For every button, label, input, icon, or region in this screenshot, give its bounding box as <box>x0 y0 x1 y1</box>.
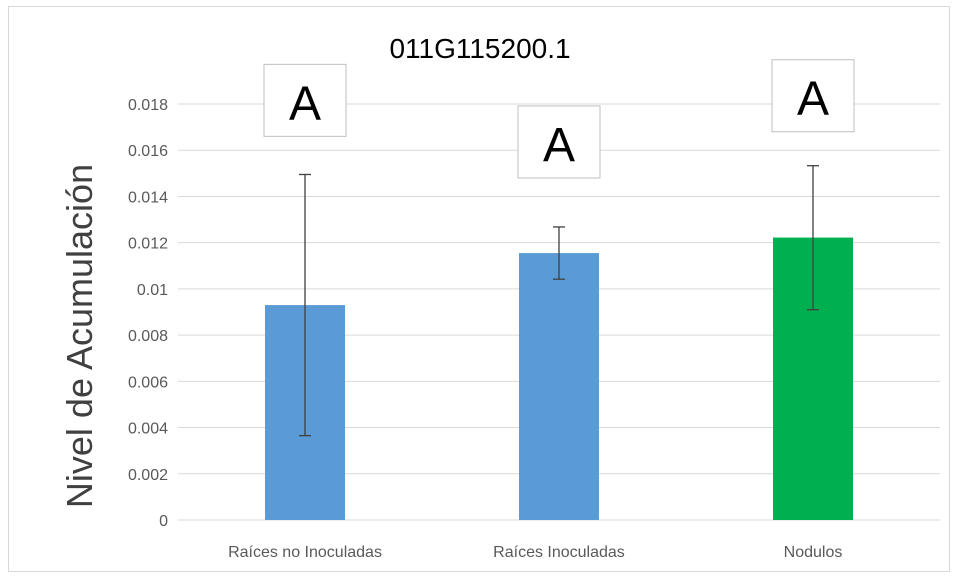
y-tick-label: 0.002 <box>128 467 168 484</box>
annotation-label: A <box>289 77 321 130</box>
y-tick-label: 0.016 <box>128 143 168 160</box>
x-axis-categories: Raíces no Inoculadas Raíces Inoculadas Nod… <box>228 544 842 561</box>
y-tick-label: 0.012 <box>128 236 168 253</box>
y-tick-label: 0.006 <box>128 374 168 391</box>
y-axis-ticks: 0 0.002 0.004 0.006 0.008 0.01 0.012 0.014 0.016… <box>128 97 168 530</box>
bars <box>265 237 853 521</box>
annotation-box <box>517 105 601 179</box>
bar <box>519 253 599 521</box>
x-category-label: Raíces Inoculadas <box>493 544 625 561</box>
annotations: AAA <box>263 59 855 179</box>
chart-title: 011G115200.1 <box>389 33 570 64</box>
y-tick-label: 0.01 <box>137 282 168 299</box>
y-tick-label: 0 <box>159 513 168 530</box>
annotation-box <box>771 59 855 133</box>
annotation-label: A <box>543 119 575 172</box>
annotation-label: A <box>797 73 829 126</box>
y-tick-label: 0.008 <box>128 328 168 345</box>
error-bars <box>299 165 819 437</box>
x-category-label: Raíces no Inoculadas <box>228 544 382 561</box>
y-tick-label: 0.018 <box>128 97 168 114</box>
x-category-label: Nodulos <box>784 544 843 561</box>
y-tick-label: 0.004 <box>128 421 168 438</box>
y-axis-label: Nivel de Acumulación <box>59 164 100 508</box>
y-tick-label: 0.014 <box>128 189 168 206</box>
chart-frame <box>8 6 950 572</box>
annotation-box <box>263 63 347 137</box>
